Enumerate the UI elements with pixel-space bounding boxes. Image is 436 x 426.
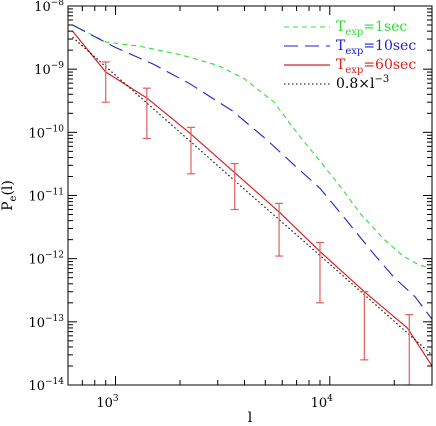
series-layer: [72, 24, 432, 367]
legend-entry-0: Texp=1sec: [284, 19, 407, 38]
error-bar: [142, 87, 151, 140]
legend-entry-3: 0.8×l−3: [284, 74, 389, 92]
series-line-2: [72, 30, 432, 367]
legend-label: 0.8×l−3: [336, 74, 389, 92]
x-tick-label: 103: [96, 394, 119, 411]
errorbar-layer: [101, 61, 414, 385]
y-tick-label: 10−12: [28, 251, 64, 268]
error-bar: [360, 291, 369, 361]
legend-label: Texp=10sec: [336, 38, 416, 57]
x-tick-label: 104: [311, 394, 334, 411]
y-tick-label: 10−13: [28, 314, 64, 331]
legend-label: Texp=1sec: [336, 19, 407, 38]
series-line-3: [72, 36, 432, 356]
y-tick-label: 10−10: [28, 124, 64, 141]
legend-entry-1: Texp=10sec: [284, 38, 416, 57]
error-bar: [315, 241, 324, 304]
error-bar: [405, 314, 414, 385]
error-bar: [186, 126, 195, 175]
y-tick-label: 10−14: [28, 377, 64, 394]
series-line-1: [72, 24, 432, 320]
y-axis-label: Pe(l): [0, 180, 19, 211]
x-axis-label: l: [248, 410, 253, 426]
y-tick-label: 10−9: [34, 61, 64, 78]
series-line-0: [72, 24, 432, 269]
error-bar: [101, 61, 110, 103]
y-tick-label: 10−8: [34, 0, 64, 15]
legend-label: Texp=60sec: [336, 57, 416, 76]
legend-entry-2: Texp=60sec: [284, 57, 416, 76]
error-bar: [275, 202, 284, 257]
y-tick-label: 10−11: [28, 188, 64, 205]
axis-layer: 103 104 10−14 10−13 10−12 10−11 10−10 10−9 10−8: [28, 0, 433, 411]
error-bar: [230, 162, 239, 211]
